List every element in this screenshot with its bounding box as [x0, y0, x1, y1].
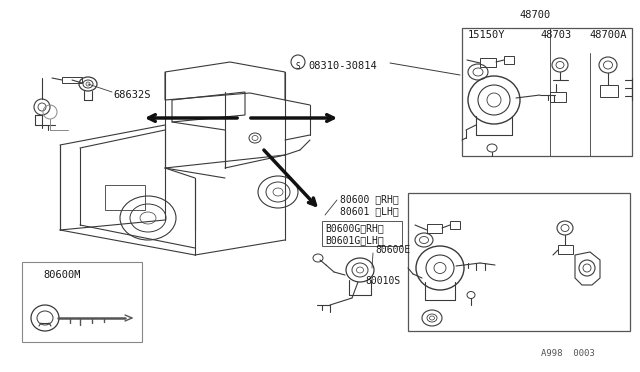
Text: 48700: 48700: [520, 10, 550, 20]
Bar: [408, 193, 630, 331]
Text: 08310-30814: 08310-30814: [308, 61, 377, 71]
Text: 80010S: 80010S: [365, 276, 400, 286]
Text: 48700A: 48700A: [589, 30, 627, 40]
Text: B0600G〈RH〉: B0600G〈RH〉: [325, 223, 384, 233]
Text: 80600E: 80600E: [375, 245, 410, 255]
Text: B0601G〈LH〉: B0601G〈LH〉: [325, 235, 384, 245]
Bar: [480, 58, 496, 67]
Bar: [22, 262, 142, 342]
Bar: [322, 221, 402, 246]
Text: 15150Y: 15150Y: [467, 30, 505, 40]
Text: 80600M: 80600M: [44, 270, 81, 280]
Text: 80601 〈LH〉: 80601 〈LH〉: [340, 206, 399, 216]
Bar: [504, 56, 514, 64]
Text: S: S: [296, 61, 300, 71]
Bar: [558, 245, 573, 254]
Bar: [427, 224, 442, 233]
Bar: [450, 221, 460, 229]
Bar: [600, 85, 618, 97]
Text: 80600 〈RH〉: 80600 〈RH〉: [340, 194, 399, 204]
Text: A998  0003: A998 0003: [541, 349, 595, 358]
Text: 48703: 48703: [540, 30, 572, 40]
Bar: [462, 28, 632, 156]
Text: 68632S: 68632S: [113, 90, 150, 100]
Bar: [550, 92, 566, 102]
